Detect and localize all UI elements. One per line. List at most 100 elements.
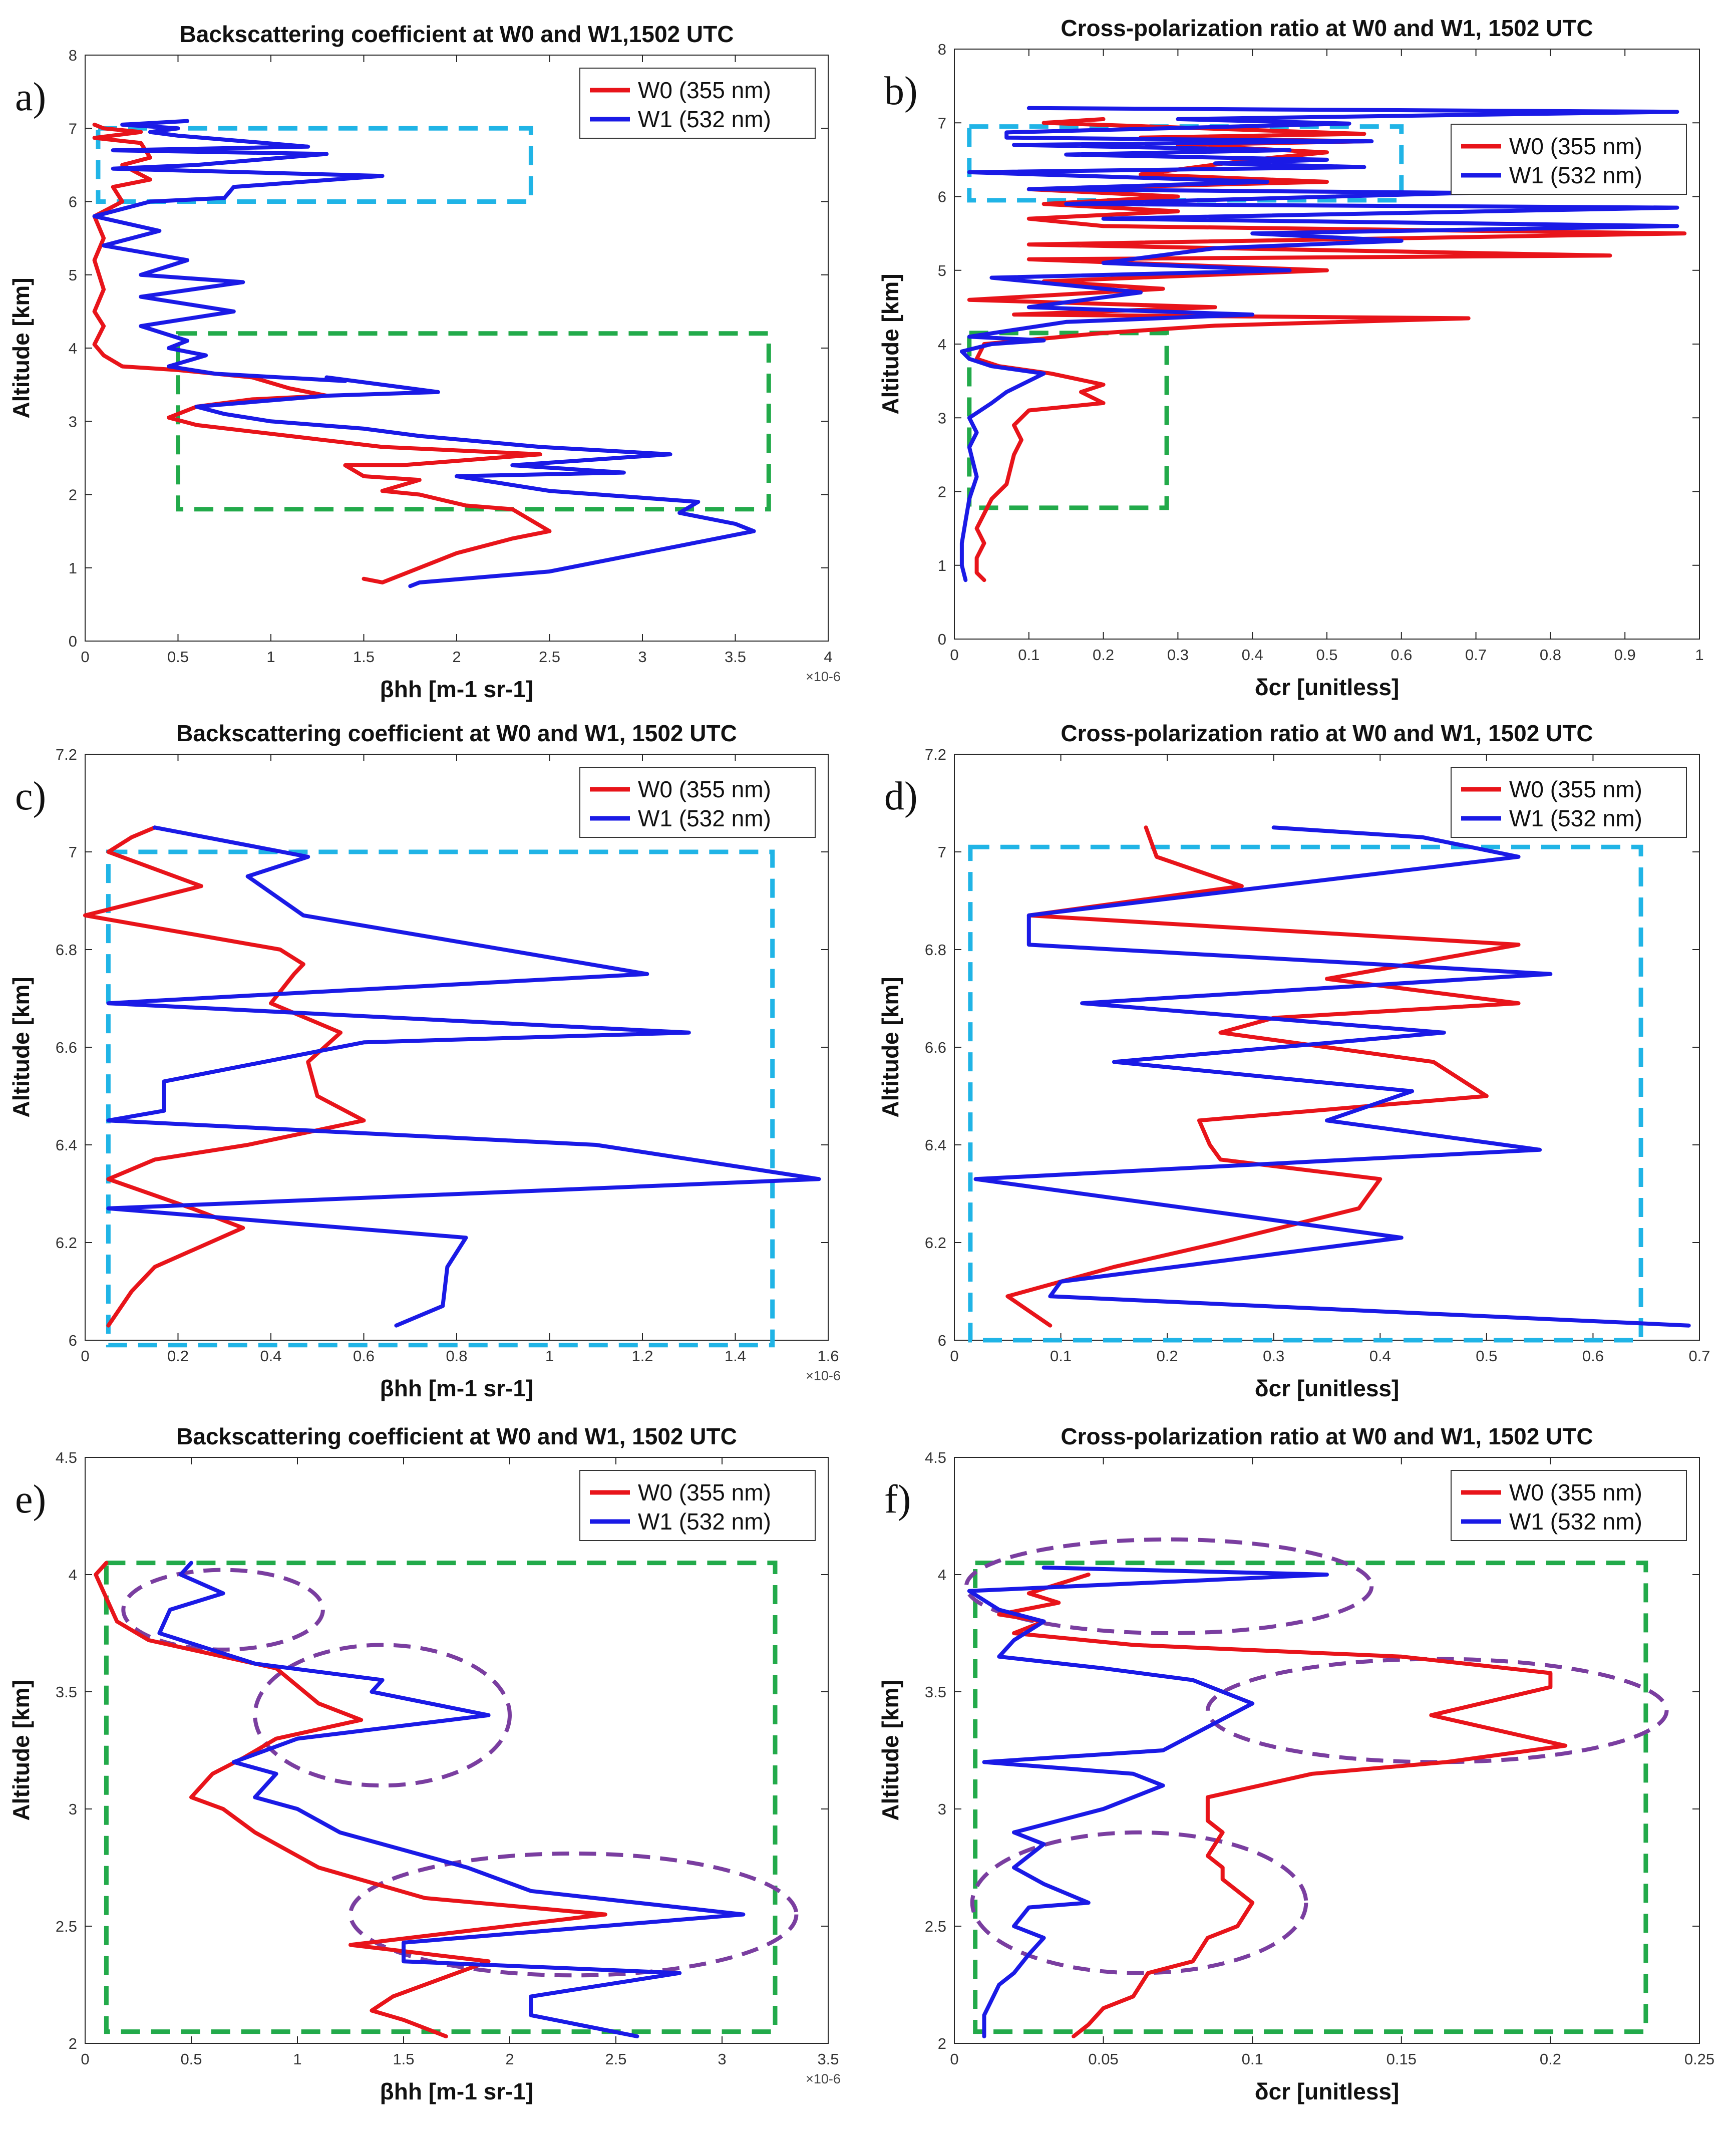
- series-line-w1: [973, 825, 1691, 1328]
- x-tick-label: 2.5: [539, 648, 560, 666]
- x-tick-label: 0.2: [1157, 1347, 1178, 1365]
- legend-label-w0: W0 (355 nm): [638, 776, 771, 802]
- panel-label: d): [884, 774, 918, 818]
- highlight-ellipse: [970, 1830, 1308, 1975]
- x-tick-label: 0: [81, 648, 89, 666]
- y-tick-label: 3.5: [56, 1683, 77, 1701]
- y-tick-label: 7: [938, 843, 946, 861]
- x-axis-exponent: ×10-6: [806, 1368, 841, 1383]
- legend-box: [1451, 124, 1687, 195]
- x-tick-label: 1: [1695, 646, 1703, 664]
- y-tick-label: 2: [938, 483, 946, 501]
- x-axis-label: δcr [unitless]: [1255, 674, 1400, 700]
- y-axis-label: Altitude [km]: [877, 1680, 903, 1820]
- legend-label-w1: W1 (532 nm): [1509, 162, 1642, 188]
- x-tick-label: 0.7: [1688, 1347, 1710, 1365]
- legend-label-w1: W1 (532 nm): [1509, 1508, 1642, 1535]
- panel-c: Backscattering coefficient at W0 and W1,…: [8, 720, 841, 1401]
- y-tick-label: 8: [938, 41, 946, 58]
- x-tick-label: 0.6: [1391, 646, 1412, 664]
- y-tick-label: 5: [938, 262, 946, 279]
- series-line-w1: [106, 825, 821, 1328]
- x-tick-label: 1: [545, 1347, 554, 1365]
- x-tick-label: 0.4: [1242, 646, 1263, 664]
- x-tick-label: 0: [81, 1347, 89, 1365]
- x-tick-label: 3.5: [817, 2050, 839, 2068]
- panel-b: Cross-polarization ratio at W0 and W1, 1…: [877, 15, 1704, 700]
- y-tick-label: 0: [938, 631, 946, 648]
- x-tick-label: 0.4: [260, 1347, 281, 1365]
- y-tick-label: 6.4: [56, 1136, 77, 1154]
- y-tick-label: 6.6: [56, 1039, 77, 1056]
- y-tick-label: 4: [938, 336, 946, 353]
- y-tick-label: 4: [938, 1566, 946, 1584]
- y-tick-label: 7.2: [925, 746, 946, 763]
- legend: W0 (355 nm) W1 (532 nm): [1451, 1470, 1687, 1541]
- y-tick-label: 1: [69, 559, 77, 577]
- y-tick-label: 6.2: [925, 1234, 946, 1252]
- x-axis-label: βhh [m-1 sr-1]: [380, 1375, 534, 1401]
- x-tick-label: 4: [824, 648, 832, 666]
- legend-label-w0: W0 (355 nm): [1509, 1479, 1642, 1505]
- y-axis-label: Altitude [km]: [8, 1680, 34, 1820]
- legend-label-w0: W0 (355 nm): [638, 77, 771, 103]
- panel-e: Backscattering coefficient at W0 and W1,…: [8, 1423, 841, 2104]
- x-tick-label: 0.5: [1476, 1347, 1497, 1365]
- x-tick-label: 0.8: [446, 1347, 467, 1365]
- highlight-box: [106, 849, 775, 1348]
- panel-d: Cross-polarization ratio at W0 and W1, 1…: [877, 720, 1710, 1401]
- panel-label: e): [15, 1477, 46, 1521]
- panel-label: a): [15, 75, 46, 119]
- highlight-ellipse: [253, 1643, 512, 1788]
- legend-label-w0: W0 (355 nm): [638, 1479, 771, 1505]
- panel-title: Cross-polarization ratio at W0 and W1, 1…: [1061, 720, 1593, 746]
- y-tick-label: 4.5: [56, 1449, 77, 1466]
- y-tick-label: 7: [938, 114, 946, 132]
- series-line-w0: [1005, 825, 1521, 1328]
- y-tick-label: 4: [69, 340, 77, 357]
- x-tick-label: 0.9: [1614, 646, 1636, 664]
- legend-label-w1: W1 (532 nm): [1509, 805, 1642, 831]
- legend-box: [1451, 767, 1687, 838]
- x-tick-label: 0.5: [1316, 646, 1337, 664]
- y-tick-label: 5: [69, 266, 77, 284]
- y-tick-label: 4.5: [925, 1449, 946, 1466]
- y-tick-label: 2: [69, 2035, 77, 2052]
- x-tick-label: 0: [81, 2050, 89, 2068]
- y-tick-label: 6: [938, 188, 946, 206]
- highlight-ellipse: [964, 1537, 1374, 1635]
- x-tick-label: 0: [950, 1347, 958, 1365]
- x-tick-label: 0.2: [1540, 2050, 1561, 2068]
- x-tick-label: 1.5: [393, 2050, 414, 2068]
- x-tick-label: 2.5: [605, 2050, 626, 2068]
- x-tick-label: 0.1: [1242, 2050, 1263, 2068]
- y-tick-label: 2: [938, 2035, 946, 2052]
- y-tick-label: 8: [69, 47, 77, 64]
- series-line-w0: [94, 1561, 607, 2038]
- panel-title: Backscattering coefficient at W0 and W1,…: [176, 1423, 737, 1449]
- x-tick-label: 1: [266, 648, 275, 666]
- y-tick-label: 6.6: [925, 1039, 946, 1056]
- plot-frame: [85, 1457, 829, 2044]
- series-line-w1: [967, 1566, 1329, 2038]
- x-tick-label: 3: [718, 2050, 726, 2068]
- x-tick-label: 0: [950, 646, 958, 664]
- x-tick-label: 0.3: [1167, 646, 1189, 664]
- x-tick-label: 0: [950, 2050, 958, 2068]
- legend-box: [1451, 1470, 1687, 1541]
- legend-label-w0: W0 (355 nm): [1509, 776, 1642, 802]
- x-tick-label: 0.6: [1582, 1347, 1604, 1365]
- y-tick-label: 6.4: [925, 1136, 946, 1154]
- legend-label-w1: W1 (532 nm): [638, 805, 771, 831]
- x-tick-label: 1.5: [353, 648, 375, 666]
- legend-box: [579, 68, 816, 139]
- x-tick-label: 0.5: [180, 2050, 202, 2068]
- y-tick-label: 6.8: [925, 941, 946, 959]
- legend-label-w1: W1 (532 nm): [638, 106, 771, 132]
- x-tick-label: 2: [505, 2050, 514, 2068]
- x-tick-label: 1.2: [631, 1347, 653, 1365]
- y-tick-label: 4: [69, 1566, 77, 1584]
- x-axis-label: δcr [unitless]: [1255, 2078, 1400, 2104]
- y-tick-label: 3.5: [925, 1683, 946, 1701]
- legend: W0 (355 nm) W1 (532 nm): [1451, 124, 1687, 195]
